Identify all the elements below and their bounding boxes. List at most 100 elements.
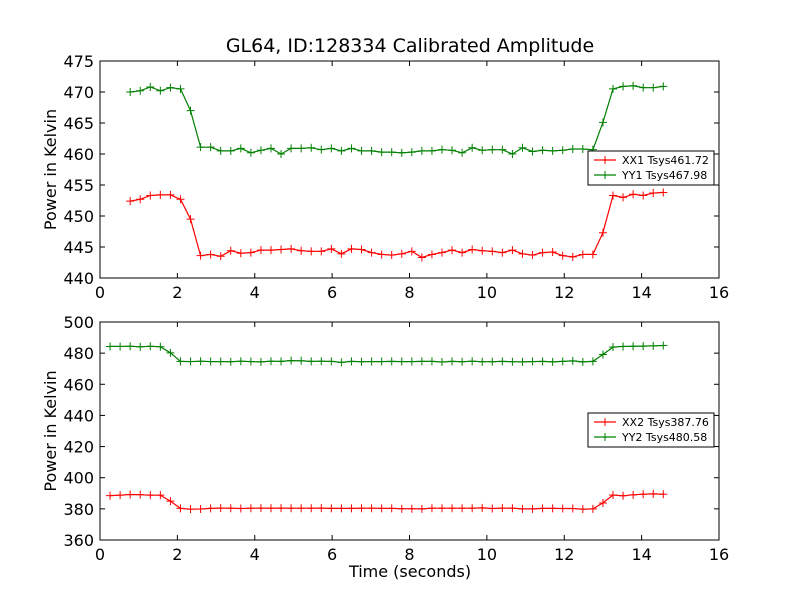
top-y-tick-label: 465: [63, 114, 94, 133]
bottom-data-point: [196, 505, 205, 514]
top-legend-box: [587, 150, 715, 186]
bottom-legend-box: [587, 412, 715, 448]
bottom-data-point: [266, 357, 275, 366]
bottom-x-tick-label: 10: [477, 545, 497, 564]
top-data-point: [196, 251, 205, 260]
bottom-data-point: [277, 504, 286, 513]
bottom-data-point: [357, 504, 366, 513]
top-x-tick-label: 12: [554, 283, 574, 302]
top-series-2: [126, 81, 668, 158]
top-data-point: [226, 246, 235, 255]
bottom-data-point: [578, 357, 587, 366]
top-x-tick-label: 4: [250, 283, 260, 302]
bottom-x-tick-label: 4: [250, 545, 260, 564]
bottom-data-point: [317, 504, 326, 513]
bottom-data-point: [367, 504, 376, 513]
top-data-point: [156, 86, 165, 95]
top-data-point: [629, 190, 638, 199]
bottom-data-point: [387, 504, 396, 513]
bottom-data-point: [297, 356, 306, 365]
bottom-data-point: [629, 342, 638, 351]
bottom-data-point: [347, 357, 356, 366]
top-data-point: [186, 215, 195, 224]
top-data-point: [337, 249, 346, 258]
bottom-data-point: [649, 341, 658, 350]
top-data-point: [407, 148, 416, 157]
bottom-data-point: [448, 504, 457, 513]
top-data-point: [146, 191, 155, 200]
top-data-point: [347, 244, 356, 253]
bottom-data-point: [588, 357, 597, 366]
bottom-data-point: [538, 357, 547, 366]
top-data-point: [437, 248, 446, 257]
bottom-data-point: [307, 504, 316, 513]
bottom-x-tick-label: 8: [404, 545, 414, 564]
top-data-point: [518, 143, 527, 152]
top-data-point: [558, 251, 567, 260]
top-data-point: [166, 83, 175, 92]
bottom-data-point: [478, 357, 487, 366]
bottom-data-point: [558, 357, 567, 366]
bottom-legend-marker: [601, 433, 609, 441]
bottom-x-tick-label: 0: [95, 545, 105, 564]
bottom-data-point: [458, 504, 467, 513]
bottom-data-point: [287, 504, 296, 513]
bottom-data-point: [407, 504, 416, 513]
top-x-tick-label: 8: [404, 283, 414, 302]
top-data-point: [448, 246, 457, 255]
bottom-data-point: [226, 504, 235, 513]
bottom-data-point: [256, 504, 265, 513]
top-data-point: [659, 188, 668, 197]
top-data-point: [287, 244, 296, 253]
bottom-data-point: [116, 491, 125, 500]
top-data-point: [578, 145, 587, 154]
top-data-point: [367, 146, 376, 155]
top-data-point: [216, 146, 225, 155]
top-data-point: [548, 146, 557, 155]
top-x-tick-label: 10: [477, 283, 497, 302]
top-data-point: [427, 146, 436, 155]
top-data-point: [498, 248, 507, 257]
bottom-data-point: [397, 357, 406, 366]
bottom-data-point: [176, 504, 185, 513]
top-data-point: [307, 143, 316, 152]
bottom-data-point: [186, 505, 195, 514]
bottom-data-point: [327, 357, 336, 366]
top-chart-panel: 0 2 4 6 8 10 12 14 16 440 445 450 455 460 465 470 475 Pow…: [41, 52, 729, 302]
top-y-tick-label: 455: [63, 176, 94, 195]
bottom-data-point: [518, 504, 527, 513]
top-data-point: [266, 246, 275, 255]
bottom-data-point: [407, 357, 416, 366]
bottom-data-point: [598, 498, 607, 507]
bottom-data-point: [598, 350, 607, 359]
top-data-point: [649, 83, 658, 92]
top-data-point: [307, 247, 316, 256]
top-y-axis-label: Power in Kelvin: [41, 109, 60, 230]
top-data-point: [578, 250, 587, 259]
bottom-data-point: [266, 504, 275, 513]
bottom-data-point: [639, 342, 648, 351]
bottom-y-tick-label: 380: [63, 500, 94, 519]
bottom-data-point: [387, 357, 396, 366]
top-data-point: [619, 82, 628, 91]
top-data-point: [236, 249, 245, 258]
top-data-point: [639, 191, 648, 200]
bottom-data-point: [106, 342, 115, 351]
bottom-data-point: [287, 356, 296, 365]
top-data-point: [387, 251, 396, 260]
top-data-point: [649, 189, 658, 198]
bottom-data-point: [639, 490, 648, 499]
top-data-point: [126, 88, 135, 96]
top-data-point: [166, 190, 175, 199]
bottom-x-tick-label: 16: [709, 545, 729, 564]
bottom-data-point: [337, 358, 346, 367]
top-data-point: [588, 250, 597, 259]
top-data-point: [347, 144, 356, 153]
bottom-data-point: [156, 491, 165, 500]
top-data-point: [317, 247, 326, 256]
top-data-point: [397, 249, 406, 258]
top-data-point: [136, 195, 145, 204]
bottom-data-point: [528, 357, 537, 366]
top-data-point: [287, 144, 296, 153]
bottom-data-point: [146, 491, 155, 500]
